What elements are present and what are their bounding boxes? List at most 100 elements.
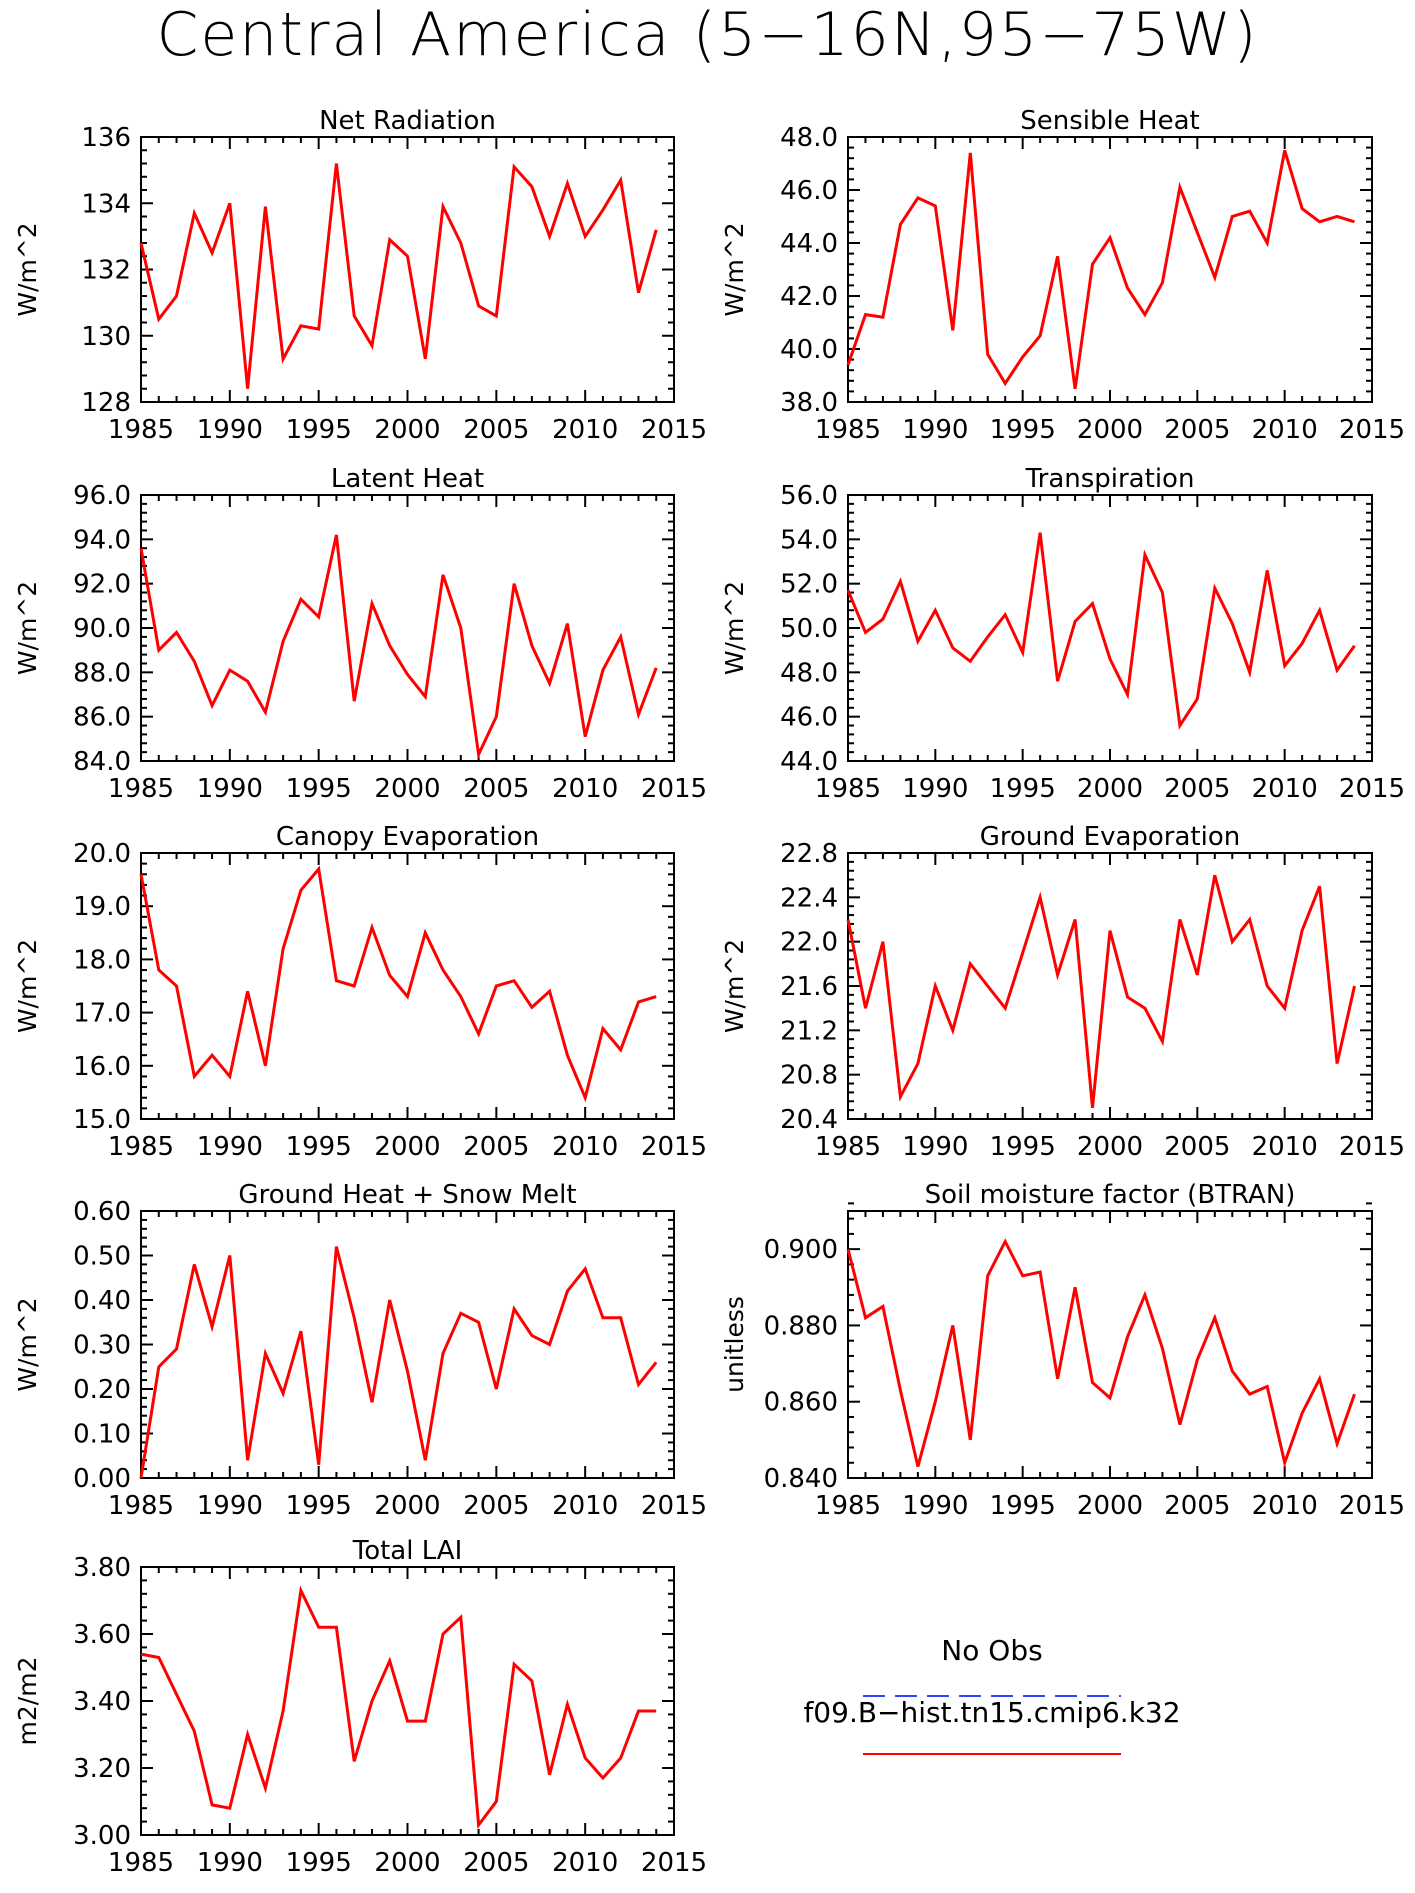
x-tick-label: 2015: [641, 1491, 707, 1521]
x-tick-label: 2010: [552, 1132, 618, 1162]
x-tick-label: 1990: [902, 1491, 968, 1521]
x-tick-label: 1985: [108, 774, 174, 804]
panel-title: Ground Heat + Snow Melt: [238, 1180, 576, 1210]
y-tick-label: 40.0: [780, 335, 838, 365]
x-tick-label: 2010: [1252, 1491, 1318, 1521]
x-tick-label: 1985: [108, 1132, 174, 1162]
panel-8: Soil moisture factor (BTRAN) unitless 1985…: [720, 1180, 1405, 1521]
x-tick-label: 2000: [1077, 415, 1143, 445]
y-tick-label: 22.8: [780, 839, 838, 869]
figure-title: Central America (5−16N,95−75W): [156, 0, 1259, 70]
x-tick-label: 2010: [552, 1491, 618, 1521]
x-tick-label: 2010: [1252, 774, 1318, 804]
x-tick-label: 1985: [815, 415, 881, 445]
y-tick-label: 56.0: [780, 481, 838, 511]
y-axis-label: W/m^2: [720, 581, 749, 675]
panel-title: Latent Heat: [331, 464, 484, 494]
x-tick-label: 1995: [990, 1132, 1056, 1162]
y-tick-label: 22.4: [780, 883, 838, 913]
series-line: [139, 534, 658, 760]
x-tick-label: 1990: [197, 774, 263, 804]
x-tick-label: 1985: [108, 415, 174, 445]
legend: No Obs f09.B−hist.tn15.cmip6.k32: [803, 1634, 1181, 1755]
y-tick-label: 17.0: [73, 999, 131, 1029]
y-tick-label: 88.0: [73, 658, 131, 688]
x-tick-label: 1985: [815, 774, 881, 804]
x-tick-label: 2010: [1252, 1132, 1318, 1162]
panel-7: Ground Heat + Snow Melt W/m^2 1985 1990 1995…: [13, 1180, 707, 1521]
x-tick-label: 1985: [108, 1491, 174, 1521]
y-axis-label: W/m^2: [13, 581, 42, 675]
y-tick-label: 44.0: [780, 747, 838, 777]
y-tick-label: 38.0: [780, 388, 838, 418]
x-tick-label: 2000: [374, 1491, 440, 1521]
y-axis-label: m2/m2: [13, 1657, 42, 1746]
x-tick-label: 2005: [463, 774, 529, 804]
y-axis-label: W/m^2: [720, 222, 749, 316]
panel-2: Sensible Heat W/m^2 1985 1990 1995 2000 2005 20…: [720, 106, 1405, 445]
y-tick-label: 84.0: [73, 747, 131, 777]
x-tick-label: 2015: [1339, 1491, 1405, 1521]
y-tick-label: 48.0: [780, 123, 838, 153]
x-tick-label: 2005: [463, 1491, 529, 1521]
x-tick-label: 2015: [1339, 1132, 1405, 1162]
x-tick-label: 2015: [641, 1132, 707, 1162]
y-tick-label: 20.0: [73, 839, 131, 869]
series-line: [139, 1246, 658, 1479]
panel-title: Soil moisture factor (BTRAN): [925, 1180, 1296, 1210]
x-tick-label: 1995: [990, 415, 1056, 445]
plot-frame: [847, 852, 1373, 1120]
panel-1: Net Radiation W/m^2 1985 1990 1995 2000 2005 20…: [13, 106, 707, 445]
y-tick-label: 18.0: [73, 945, 131, 975]
x-tick-label: 1990: [197, 1491, 263, 1521]
panel-5: Canopy Evaporation W/m^2 1985 1990 1995 2000 2…: [13, 822, 707, 1162]
y-tick-label: 3.00: [73, 1821, 131, 1851]
x-tick-label: 2015: [641, 415, 707, 445]
x-tick-label: 2005: [463, 1848, 529, 1878]
x-tick-label: 1985: [108, 1848, 174, 1878]
x-tick-label: 1990: [902, 415, 968, 445]
x-tick-label: 2000: [1077, 1491, 1143, 1521]
x-tick-label: 1990: [902, 774, 968, 804]
x-tick-label: 1985: [815, 1491, 881, 1521]
legend-label: f09.B−hist.tn15.cmip6.k32: [803, 1696, 1180, 1729]
y-tick-label: 19.0: [73, 892, 131, 922]
y-tick-label: 134: [81, 189, 131, 219]
series-line: [140, 1585, 657, 1830]
y-tick-label: 130: [81, 322, 131, 352]
x-tick-label: 1990: [197, 1132, 263, 1162]
y-tick-label: 0.50: [73, 1242, 131, 1272]
series-line: [846, 532, 1356, 730]
y-axis-label: W/m^2: [13, 939, 42, 1033]
y-tick-label: 128: [81, 388, 131, 418]
y-tick-label: 50.0: [780, 614, 838, 644]
y-tick-label: 16.0: [73, 1052, 131, 1082]
x-tick-label: 2005: [463, 415, 529, 445]
y-tick-label: 3.80: [73, 1553, 131, 1583]
y-tick-label: 3.20: [73, 1754, 131, 1784]
x-tick-label: 2005: [1164, 1491, 1230, 1521]
panel-title: Total LAI: [352, 1536, 463, 1566]
y-tick-label: 0.10: [73, 1420, 131, 1450]
x-tick-label: 2015: [1339, 774, 1405, 804]
panel-title: Ground Evaporation: [980, 822, 1240, 852]
y-tick-label: 15.0: [73, 1105, 131, 1135]
y-tick-label: 0.30: [73, 1331, 131, 1361]
x-tick-label: 1985: [815, 1132, 881, 1162]
x-tick-label: 1995: [286, 774, 352, 804]
x-tick-label: 1995: [286, 415, 352, 445]
panel-title: Sensible Heat: [1020, 106, 1199, 136]
plot-frame: [140, 852, 675, 1120]
y-tick-label: 0.840: [764, 1464, 838, 1494]
y-tick-label: 46.0: [780, 176, 838, 206]
y-axis-label: unitless: [720, 1296, 749, 1393]
x-tick-label: 1995: [286, 1848, 352, 1878]
x-tick-label: 2000: [374, 774, 440, 804]
x-tick-label: 2010: [552, 415, 618, 445]
x-tick-label: 2000: [1077, 1132, 1143, 1162]
y-tick-label: 132: [81, 256, 131, 286]
panel-3: Latent Heat W/m^2 1985 1990 1995 2000 2005 2010…: [13, 464, 707, 804]
x-tick-label: 1990: [902, 1132, 968, 1162]
x-tick-label: 2000: [1077, 774, 1143, 804]
